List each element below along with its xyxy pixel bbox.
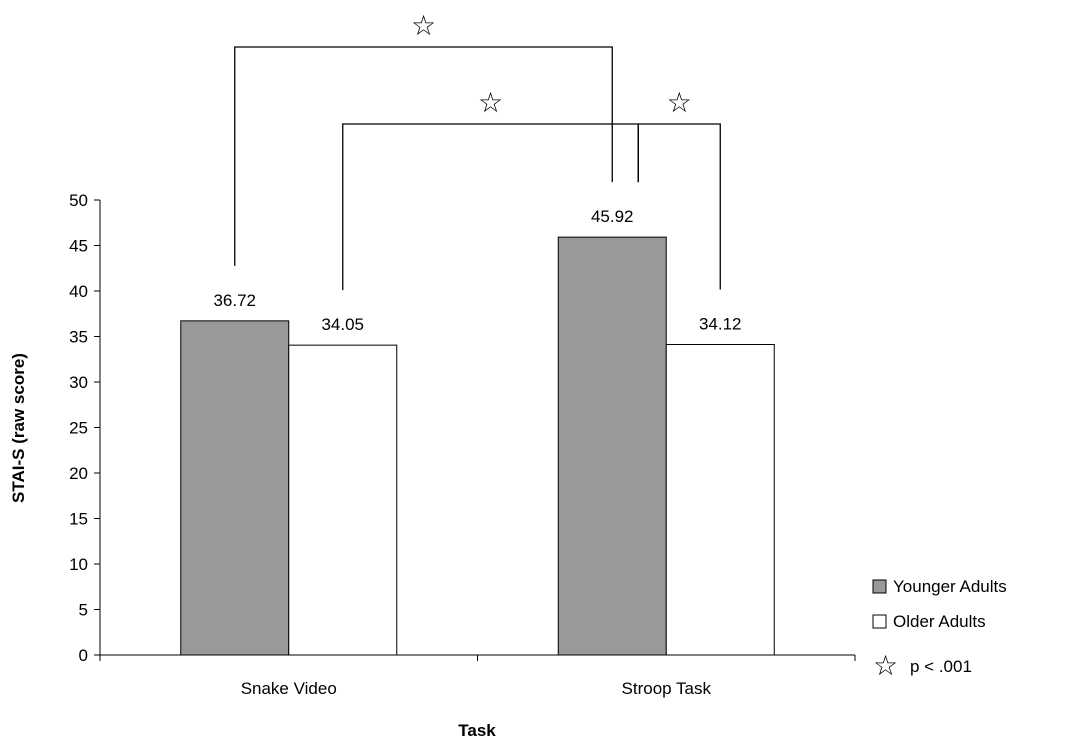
bar: [288, 344, 398, 656]
y-axis-title: STAI-S (raw score): [9, 353, 28, 503]
legend-swatch: [872, 579, 887, 594]
data-label: 45.92: [591, 207, 634, 226]
data-label: 34.12: [699, 315, 742, 334]
y-tick-label: 0: [79, 646, 88, 665]
y-tick-label: 15: [69, 510, 88, 529]
significance-brackets: ☆ ☆ ☆: [234, 10, 721, 291]
significance-bracket: [234, 46, 613, 266]
bars-group: [180, 236, 775, 656]
bar: [557, 236, 667, 656]
y-tick-label: 10: [69, 555, 88, 574]
significance-star-icon: ☆: [411, 10, 436, 41]
y-tick-label: 25: [69, 419, 88, 438]
y-tick-label: 40: [69, 282, 88, 301]
legend-significance-label: p < .001: [910, 657, 972, 676]
bar: [180, 320, 290, 656]
y-tick-label: 30: [69, 373, 88, 392]
legend-star-icon: ☆: [873, 650, 898, 681]
bar: [665, 344, 775, 656]
y-tick-label: 45: [69, 237, 88, 256]
significance-star-icon: ☆: [667, 87, 692, 118]
significance-star-icon: ☆: [478, 87, 503, 118]
legend: Younger Adults Older Adults ☆ p < .001: [872, 577, 1007, 681]
y-tick-label: 35: [69, 328, 88, 347]
data-label: 36.72: [213, 291, 256, 310]
significance-bracket: [637, 123, 721, 290]
data-labels-group: 36.72 34.05 45.92 34.12: [213, 207, 741, 334]
legend-label: Older Adults: [893, 612, 986, 631]
x-tick-label: Snake Video: [241, 679, 337, 698]
y-tick-label: 50: [69, 191, 88, 210]
x-axis-title: Task: [458, 721, 496, 740]
y-tick-label: 5: [79, 601, 88, 620]
y-ticks-group: 0 5 10 15 20 25 30 35 40 45 50: [69, 191, 100, 665]
y-tick-label: 20: [69, 464, 88, 483]
x-tick-label: Stroop Task: [622, 679, 712, 698]
x-ticks-group: Snake Video Stroop Task: [99, 655, 856, 698]
legend-swatch: [872, 614, 887, 629]
data-label: 34.05: [321, 315, 364, 334]
legend-label: Younger Adults: [893, 577, 1007, 596]
